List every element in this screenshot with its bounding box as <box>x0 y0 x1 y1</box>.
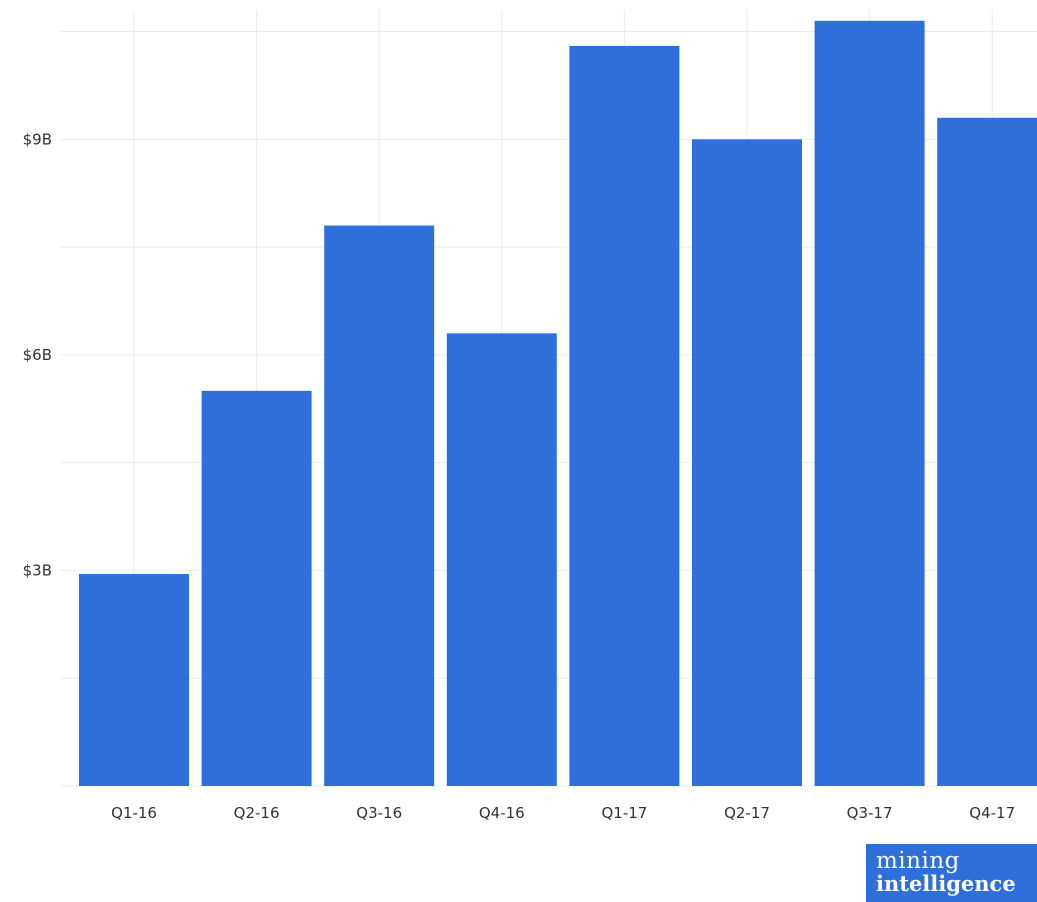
bar-q2-16 <box>201 390 312 786</box>
y-tick-label: $6B <box>23 346 52 364</box>
x-tick-label: Q1-16 <box>111 804 157 822</box>
x-tick-label: Q2-16 <box>234 804 280 822</box>
x-tick-label: Q3-17 <box>847 804 893 822</box>
bar-q3-17 <box>814 20 925 787</box>
bar-q4-17 <box>937 117 1037 787</box>
y-tick-label: $9B <box>23 130 52 148</box>
x-axis-ticks: Q1-16 Q2-16 Q3-16 Q4-16 Q1-17 Q2-17 Q3-17 Q4-17 <box>111 804 1015 822</box>
logo-line-2: intelligence <box>876 871 1016 896</box>
bar-q1-16 <box>79 574 189 786</box>
bar-q4-16 <box>446 333 557 786</box>
x-tick-label: Q4-17 <box>969 804 1015 822</box>
bar-q2-17 <box>692 139 802 787</box>
bar-q3-16 <box>324 225 435 787</box>
bar-q1-17 <box>569 45 680 787</box>
logo-line-1: mining <box>876 848 960 874</box>
x-tick-label: Q4-16 <box>479 804 525 822</box>
y-tick-label: $3B <box>23 561 52 579</box>
y-axis-ticks: $3B $6B $9B <box>23 130 52 579</box>
mining-intelligence-logo: mining intelligence <box>866 844 1037 902</box>
x-tick-label: Q3-16 <box>356 804 402 822</box>
x-tick-label: Q2-17 <box>724 804 770 822</box>
x-tick-label: Q1-17 <box>601 804 647 822</box>
bars <box>79 20 1037 787</box>
